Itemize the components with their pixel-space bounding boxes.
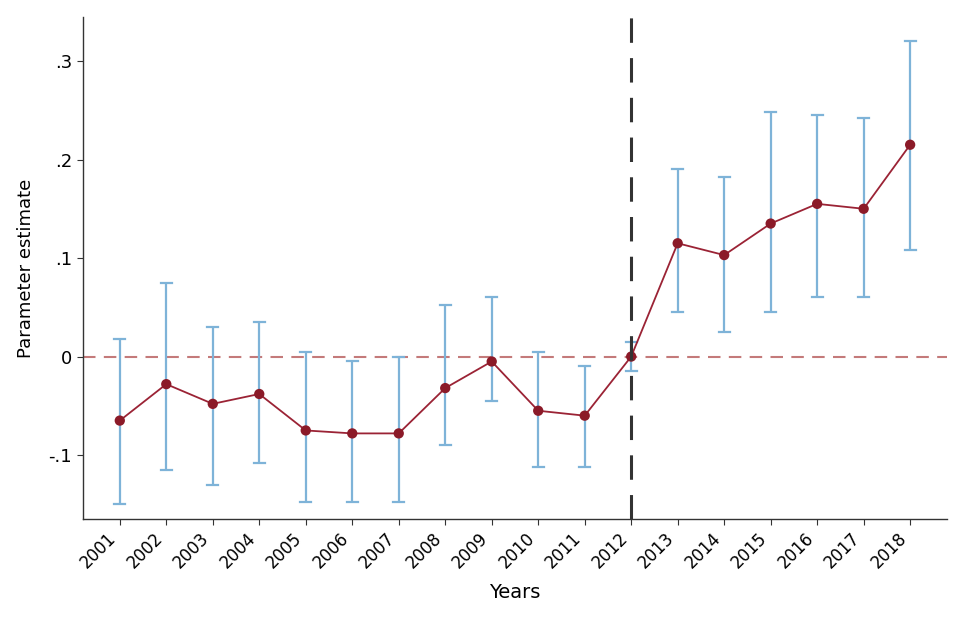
Point [344, 428, 360, 438]
Point [856, 204, 871, 214]
Point [810, 199, 825, 209]
Point [763, 219, 778, 228]
Y-axis label: Parameter estimate: Parameter estimate [16, 178, 35, 358]
Point [577, 411, 593, 421]
Point [205, 399, 221, 409]
Point [530, 406, 546, 416]
Point [438, 383, 453, 393]
Point [112, 415, 127, 425]
Point [252, 389, 267, 399]
Point [624, 352, 639, 361]
Point [158, 379, 174, 389]
Point [484, 357, 499, 366]
Point [670, 238, 685, 248]
Point [298, 425, 313, 435]
Point [716, 250, 732, 260]
X-axis label: Years: Years [490, 583, 541, 602]
Point [391, 428, 407, 438]
Point [902, 140, 918, 150]
